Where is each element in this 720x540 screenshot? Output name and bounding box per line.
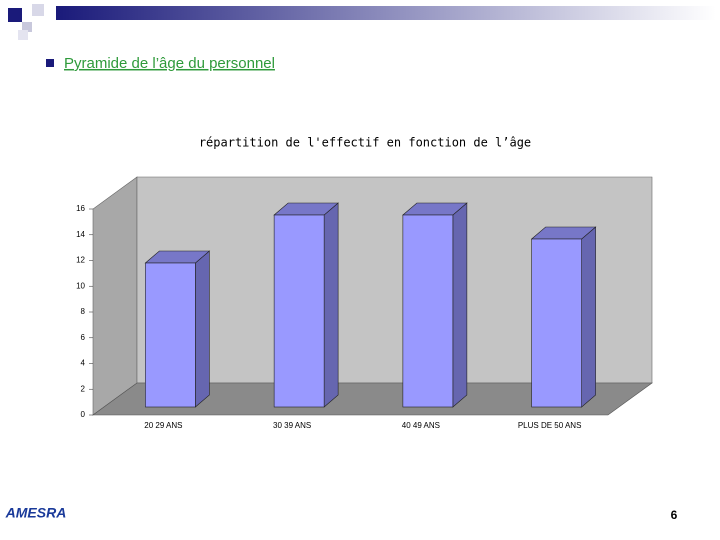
- bar-side: [323, 202, 339, 408]
- y-tick-label: 10: [76, 281, 85, 290]
- bar: [402, 214, 454, 408]
- decoration: [8, 4, 716, 40]
- bar-side: [452, 202, 468, 408]
- bar-side: [195, 250, 210, 408]
- heading: Pyramide de l’âge du personnel: [64, 55, 275, 72]
- x-tick-label: 40 49 ANS: [402, 421, 440, 430]
- x-tick-label: PLUS DE 50 ANS: [518, 421, 582, 430]
- y-tick-label: 4: [81, 359, 86, 368]
- logo: AMESRA: [5, 505, 67, 521]
- x-tick-label: 30 39 ANS: [273, 421, 311, 430]
- y-tick-label: 6: [81, 333, 86, 342]
- y-tick-label: 2: [81, 384, 86, 393]
- page-number: 6: [671, 508, 678, 522]
- x-tick-label: 20 29 ANS: [144, 421, 182, 430]
- y-tick-label: 14: [76, 230, 85, 239]
- side-wall: [92, 176, 138, 416]
- y-tick-label: 0: [81, 410, 86, 419]
- bar: [273, 214, 325, 408]
- bar: [145, 262, 196, 408]
- floor: [92, 382, 653, 416]
- y-tick-label: 16: [76, 204, 85, 213]
- plot-area: 0 2 4 6 8 10 12 14 16 20 29 ANS 30 39 ANS 40 49 ANS…: [76, 176, 653, 430]
- chart-title: répartition de l'effectif en fonction de…: [199, 136, 531, 150]
- bullet: [46, 59, 54, 67]
- bar-side: [581, 226, 596, 408]
- y-tick-label: 12: [76, 256, 85, 265]
- bar: [531, 238, 582, 408]
- y-tick-label: 8: [81, 307, 86, 316]
